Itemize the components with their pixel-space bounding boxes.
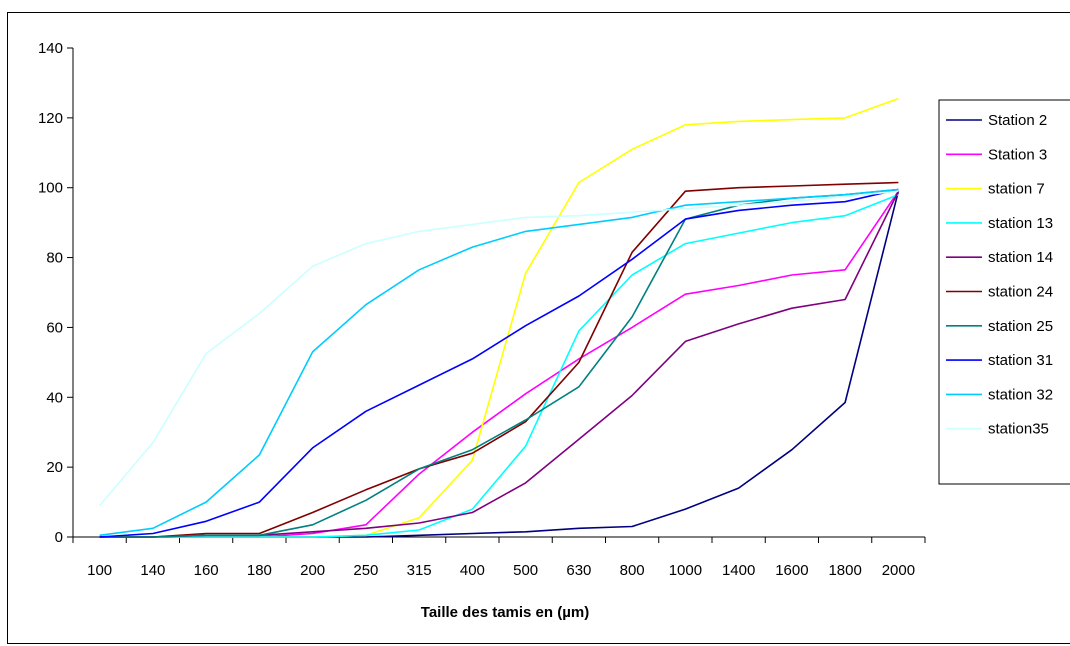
- y-tick-label: 20: [46, 459, 63, 476]
- y-tick-label: 60: [46, 319, 63, 336]
- x-tick-label: 160: [194, 562, 219, 579]
- series-line-station-13: [99, 193, 899, 538]
- legend-label-station-24: station 24: [988, 284, 1053, 301]
- legend-label-station-3: Station 3: [988, 146, 1047, 163]
- legend-label-station-13: station 13: [988, 215, 1053, 232]
- x-tick-label: 250: [353, 562, 378, 579]
- x-tick-label: 1800: [828, 562, 861, 579]
- legend-label-station-25: station 25: [988, 318, 1053, 335]
- x-tick-label: 200: [300, 562, 325, 579]
- legend-label-station-31: station 31: [988, 352, 1053, 369]
- series-line-station-25: [99, 188, 899, 538]
- y-tick-label: 120: [38, 110, 63, 127]
- y-tick-label: 80: [46, 250, 63, 267]
- series-line-station-24: [99, 181, 899, 538]
- y-tick-label: 40: [46, 389, 63, 406]
- x-tick-label: 800: [620, 562, 645, 579]
- x-tick-label: 100: [87, 562, 112, 579]
- x-tick-label: 140: [140, 562, 165, 579]
- x-tick-label: 2000: [882, 562, 915, 579]
- series-line-station-31: [99, 188, 899, 538]
- series-line-station-32: [99, 188, 899, 537]
- x-tick-label: 1600: [775, 562, 808, 579]
- x-axis: 100 140 160 180 200 250 315 400 500 630 800 1000 140…: [72, 536, 926, 579]
- x-tick-label: 400: [460, 562, 485, 579]
- series-line-station35: [98, 190, 899, 507]
- legend-label-station-7: station 7: [988, 181, 1045, 198]
- y-tick-label: 100: [38, 180, 63, 197]
- x-tick-label: 180: [247, 562, 272, 579]
- x-tick-label: 1000: [669, 562, 702, 579]
- legend-label-station35: station35: [988, 421, 1049, 438]
- y-axis: 0 20 40 60 80 100 120 140: [38, 40, 74, 546]
- y-tick-label: 0: [55, 529, 63, 546]
- y-tick-label: 140: [38, 40, 63, 57]
- series-layer: [98, 97, 900, 538]
- legend-label-station-32: station 32: [988, 386, 1053, 403]
- legend-label-station-14: station 14: [988, 249, 1053, 266]
- chart-frame: [7, 12, 1070, 644]
- x-tick-label: 1400: [722, 562, 755, 579]
- x-axis-title: Taille des tamis en (µm): [421, 604, 589, 621]
- x-tick-label: 500: [513, 562, 538, 579]
- legend: Station 2 Station 3 station 7 station 13 sta…: [938, 99, 1070, 485]
- x-tick-label: 315: [407, 562, 432, 579]
- series-line-station-7: [99, 97, 899, 538]
- x-tick-label: 630: [566, 562, 591, 579]
- legend-label-station-2: Station 2: [988, 112, 1047, 129]
